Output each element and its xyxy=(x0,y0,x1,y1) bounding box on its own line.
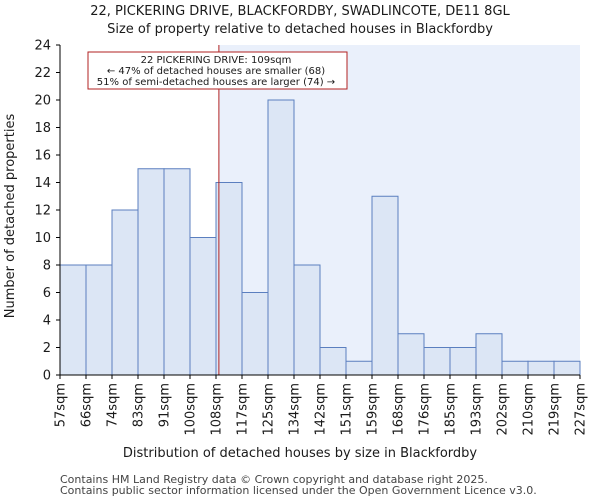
x-tick-label: 193sqm xyxy=(470,383,485,436)
x-tick-label: 125sqm xyxy=(262,383,277,436)
y-tick-label: 22 xyxy=(34,66,51,81)
axes-layer xyxy=(56,44,581,379)
x-tick-label: 66sqm xyxy=(80,383,95,427)
bar-142sqm xyxy=(319,347,347,376)
bar-193sqm xyxy=(475,333,503,376)
y-tick-label: 20 xyxy=(34,94,51,109)
x-tick-label: 168sqm xyxy=(392,383,407,436)
bars-layer xyxy=(59,99,581,376)
bar-91sqm xyxy=(163,168,191,376)
footer-line-2: Contains public sector information licen… xyxy=(60,484,537,497)
x-tick-label: 151sqm xyxy=(340,383,355,436)
y-tick-label: 12 xyxy=(34,204,51,219)
x-tick-label: 74sqm xyxy=(106,383,121,427)
footer-line-1: Contains HM Land Registry data © Crown c… xyxy=(60,473,488,486)
bar-134sqm xyxy=(293,264,321,376)
x-tick-label: 176sqm xyxy=(418,383,433,436)
bar-100sqm xyxy=(189,237,217,376)
bar-151sqm xyxy=(345,360,373,376)
x-tick-label: 227sqm xyxy=(574,383,589,436)
x-tick-label: 210sqm xyxy=(522,383,537,436)
bar-202sqm xyxy=(501,360,529,376)
x-tick-label: 117sqm xyxy=(236,383,251,436)
y-tick-label: 0 xyxy=(43,369,51,384)
y-tick-label: 4 xyxy=(43,314,51,329)
bar-219sqm xyxy=(553,360,581,376)
y-axis-label: Number of detached properties xyxy=(3,114,18,319)
bar-185sqm xyxy=(449,347,477,376)
x-tick-label: 142sqm xyxy=(314,383,329,436)
x-axis-label: Distribution of detached houses by size … xyxy=(123,446,478,461)
bar-83sqm xyxy=(137,168,165,376)
x-tick-labels: 57sqm 66sqm 74sqm 83sqm 91sqm 100sqm 108sqm 117… xyxy=(54,383,589,436)
annotation-frame xyxy=(87,51,348,90)
x-tick-label: 219sqm xyxy=(548,383,563,436)
bar-159sqm xyxy=(371,195,399,376)
annotation-line-3: 51% of semi-detached houses are larger (… xyxy=(97,77,335,88)
bar-168sqm xyxy=(397,333,425,376)
x-tick-label: 91sqm xyxy=(158,383,173,427)
bar-108sqm xyxy=(215,182,243,376)
y-tick-label: 10 xyxy=(34,231,51,246)
x-tick-label: 83sqm xyxy=(132,383,147,427)
chart-title: 22, PICKERING DRIVE, BLACKFORDBY, SWADLI… xyxy=(90,4,510,19)
x-tick-label: 185sqm xyxy=(444,383,459,436)
bar-66sqm xyxy=(85,264,113,376)
y-tick-label: 14 xyxy=(34,176,51,191)
bar-125sqm xyxy=(267,99,295,376)
bar-117sqm xyxy=(241,292,269,376)
y-tick-label: 8 xyxy=(43,259,51,274)
bar-176sqm xyxy=(423,347,451,376)
y-tick-label: 18 xyxy=(34,121,51,136)
annotation-box: 22 PICKERING DRIVE: 109sqm ← 47% of deta… xyxy=(87,51,348,90)
bar-74sqm xyxy=(111,209,139,376)
x-tick-label: 202sqm xyxy=(496,383,511,436)
y-tick-label: 6 xyxy=(43,286,51,301)
annotation-line-1: 22 PICKERING DRIVE: 109sqm xyxy=(141,55,292,66)
x-tick-label: 100sqm xyxy=(184,383,199,436)
x-tick-label: 108sqm xyxy=(210,383,225,436)
bar-210sqm xyxy=(527,360,555,376)
y-tick-label: 2 xyxy=(43,341,51,356)
y-tick-label: 24 xyxy=(34,39,51,54)
y-tick-label: 16 xyxy=(34,149,51,164)
x-tick-label: 159sqm xyxy=(366,383,381,436)
x-tick-label: 134sqm xyxy=(288,383,303,436)
x-tick-label: 57sqm xyxy=(54,383,69,427)
annotation-line-2: ← 47% of detached houses are smaller (68… xyxy=(107,66,325,77)
chart-subtitle: Size of property relative to detached ho… xyxy=(107,22,493,37)
bar-57sqm xyxy=(59,264,87,376)
